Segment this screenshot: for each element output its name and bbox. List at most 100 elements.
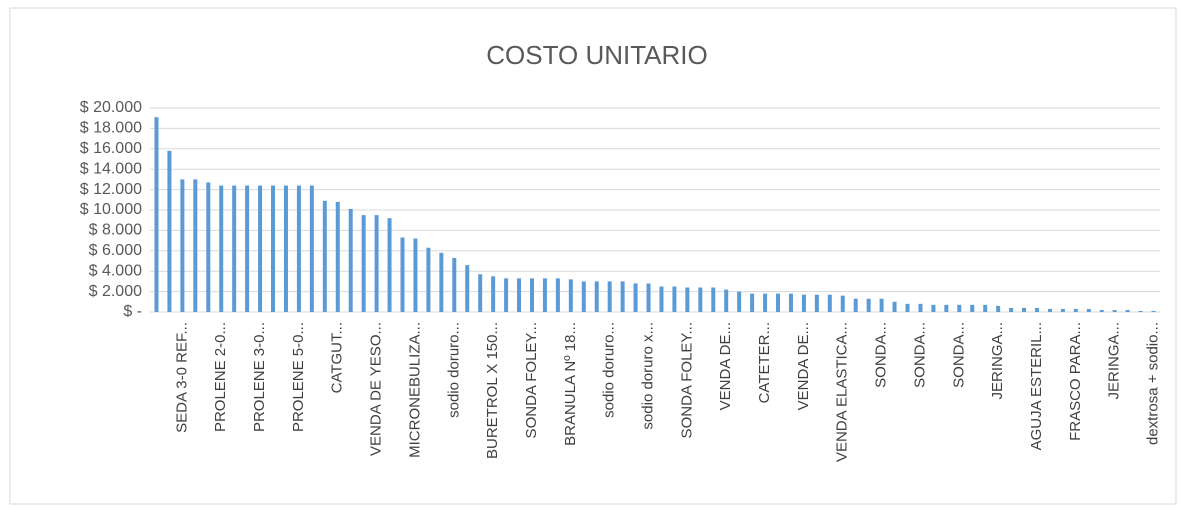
bar (296, 185, 301, 312)
bar (465, 265, 470, 312)
bar (827, 294, 832, 312)
bar (504, 278, 509, 312)
bar (931, 304, 936, 312)
x-tick-label: SONDA FOLEY... (523, 322, 540, 438)
x-tick-label: sodio doruro... (601, 322, 618, 418)
bar (1009, 307, 1014, 312)
bar (413, 238, 418, 312)
bar (1022, 307, 1027, 312)
bar (879, 298, 884, 312)
bar (387, 218, 392, 312)
bar (983, 304, 988, 312)
x-tick-label: sodio doruro... (445, 322, 462, 418)
x-tick-label: BRANULA Nº 18... (562, 322, 579, 446)
bar (491, 276, 496, 312)
bar (892, 301, 897, 312)
y-tick-label: $ 2.000 (89, 283, 142, 300)
x-tick-label: AGUJA ESTERIL... (1028, 322, 1045, 450)
bar (1138, 310, 1143, 312)
bar (672, 286, 677, 312)
bar (840, 295, 845, 312)
bar (724, 289, 729, 312)
bar (1086, 308, 1091, 312)
y-tick-label: $ 20.000 (80, 99, 142, 116)
bar (814, 294, 819, 312)
bar (957, 304, 962, 312)
bar (361, 215, 366, 312)
bar (245, 185, 250, 312)
x-tick-label: SONDA... (873, 322, 890, 388)
y-tick-label: $ 8.000 (89, 222, 142, 239)
bar (568, 279, 573, 312)
x-tick-label: SONDA... (950, 322, 967, 388)
bar (167, 150, 172, 312)
x-tick-label: VENDA DE... (795, 322, 812, 410)
bar (918, 303, 923, 312)
bar (1034, 307, 1039, 312)
bar (1073, 308, 1078, 312)
bar (594, 281, 599, 312)
y-tick-label: $ - (123, 303, 142, 320)
bar (309, 185, 314, 312)
bar (711, 287, 716, 312)
y-tick-label: $ 14.000 (80, 160, 142, 177)
y-tick-label: $ 6.000 (89, 242, 142, 259)
bar (801, 294, 806, 312)
bar (659, 286, 664, 312)
x-tick-label: FRASCO PARA... (1067, 322, 1084, 441)
bar (788, 293, 793, 312)
bar (271, 185, 276, 312)
bar (439, 252, 444, 312)
bar (154, 117, 159, 313)
bar (750, 293, 755, 312)
bar (1125, 309, 1130, 312)
x-tick-label: sodio doruro x... (639, 322, 656, 430)
bar (529, 278, 534, 312)
bar (1099, 309, 1104, 312)
y-tick-label: $ 10.000 (80, 201, 142, 218)
bar (620, 281, 625, 312)
bar (322, 200, 327, 312)
bar (866, 298, 871, 312)
x-tick-label: PROLENE 5-0... (290, 322, 307, 432)
bar (206, 182, 211, 312)
x-tick-label: JERINGA... (1106, 322, 1123, 400)
bar (996, 305, 1001, 312)
bar (400, 237, 405, 312)
x-tick-label: SONDA... (911, 322, 928, 388)
x-tick-label: JERINGA... (989, 322, 1006, 400)
bar (853, 298, 858, 312)
x-tick-label: VENDA ELASTICA... (834, 322, 851, 462)
bar (607, 281, 612, 312)
bar (258, 185, 263, 312)
bar (1047, 308, 1052, 312)
bar (478, 274, 483, 312)
bar (763, 293, 768, 312)
bar (180, 179, 185, 312)
x-tick-label: dextrosa + sodio... (1144, 322, 1161, 445)
bar (555, 278, 560, 312)
chart-title: COSTO UNITARIO (486, 40, 708, 70)
bar (685, 287, 690, 312)
bar (737, 291, 742, 312)
bar (970, 304, 975, 312)
bar (426, 247, 431, 312)
chart-frame (9, 7, 1177, 505)
y-tick-label: $ 4.000 (89, 262, 142, 279)
x-tick-label: VENDA DE YESO... (368, 322, 385, 456)
x-tick-label: CATETER... (756, 322, 773, 403)
x-tick-label: BURETROL X 150... (484, 322, 501, 459)
x-tick-label: PROLENE 2-0... (212, 322, 229, 432)
bar (542, 278, 547, 312)
bar (232, 185, 237, 312)
x-tick-label: SEDA 3-0 REF... (173, 322, 190, 433)
y-tick-label: $ 16.000 (80, 140, 142, 157)
y-tick-label: $ 12.000 (80, 181, 142, 198)
x-tick-label: CATGUT... (329, 322, 346, 393)
x-tick-label: PROLENE 3-0... (251, 322, 268, 432)
x-tick-label: SONDA FOLEY... (678, 322, 695, 438)
bar (517, 278, 522, 312)
bar (581, 281, 586, 312)
bar (348, 208, 353, 312)
